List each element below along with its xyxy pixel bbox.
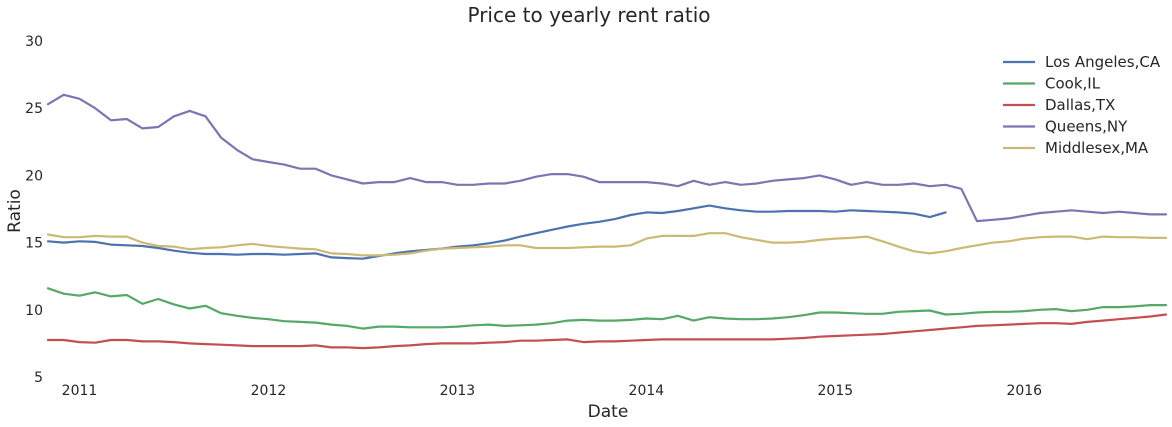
- x-tick-label: 2015: [818, 383, 854, 399]
- legend-label: Queens,NY: [1045, 118, 1128, 136]
- series-line-dallas-tx: [46, 313, 1168, 350]
- x-tick-label: 2012: [251, 383, 287, 399]
- y-tick-label: 25: [25, 101, 43, 117]
- x-axis-label: Date: [588, 402, 629, 422]
- y-axis-ticks: 5 10 15 20 25 30: [25, 34, 43, 386]
- legend: Los Angeles,CA Cook,IL Dallas,TX Queens,NY M…: [1003, 53, 1161, 157]
- plot-area: [46, 93, 1168, 350]
- y-tick-label: 30: [25, 34, 43, 50]
- series-line-los-angeles-ca: [46, 204, 947, 260]
- x-tick-label: 2013: [440, 383, 476, 399]
- x-tick-label: 2014: [629, 383, 665, 399]
- series-line-cook-il: [46, 287, 1168, 330]
- series-line-middlesex-ma: [46, 232, 1168, 257]
- y-tick-label: 10: [25, 303, 43, 319]
- legend-label: Los Angeles,CA: [1045, 53, 1161, 71]
- legend-label: Cook,IL: [1045, 75, 1101, 93]
- x-axis-ticks: 2011 2012 2013 2014 2015 2016: [62, 383, 1043, 399]
- x-tick-label: 2011: [62, 383, 98, 399]
- y-tick-label: 15: [25, 236, 43, 252]
- series-line-queens-ny: [46, 93, 1168, 223]
- y-tick-label: 20: [25, 168, 43, 184]
- chart-title: Price to yearly rent ratio: [467, 3, 710, 27]
- y-axis-label: Ratio: [5, 189, 25, 233]
- y-tick-label: 5: [34, 370, 43, 386]
- x-tick-label: 2016: [1006, 383, 1042, 399]
- legend-label: Dallas,TX: [1045, 96, 1115, 114]
- legend-label: Middlesex,MA: [1045, 139, 1149, 157]
